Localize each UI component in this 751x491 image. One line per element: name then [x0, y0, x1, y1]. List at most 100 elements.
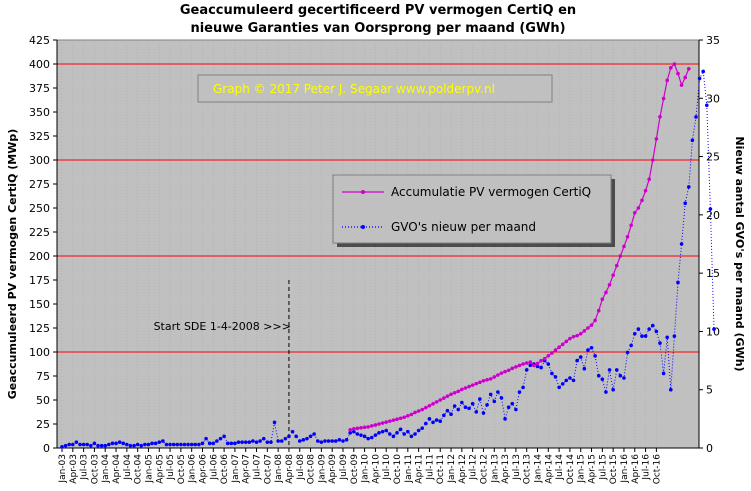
gvo-data-point [474, 410, 479, 414]
gvo-data-point [71, 442, 75, 447]
accumulation-data-point [614, 263, 619, 268]
left-tick-label: 50 [36, 394, 50, 407]
accumulation-data-point [499, 371, 504, 375]
gvo-data-point [236, 440, 241, 444]
x-tick-label: Oct-13 [523, 454, 533, 484]
gvo-data-point [182, 442, 187, 447]
right-tick-label: 25 [706, 151, 720, 164]
gvo-data-point [369, 435, 374, 440]
sde-annotation: Start SDE 1-4-2008 >>> [154, 280, 291, 448]
left-tick-label: 375 [29, 82, 50, 95]
accumulation-data-point [510, 366, 515, 371]
gvo-data-point [78, 442, 82, 447]
accumulation-data-point [586, 326, 590, 330]
x-tick-label: Oct-10 [393, 454, 403, 485]
accumulation-data-point [456, 389, 461, 394]
left-tick-label: 250 [29, 202, 50, 215]
gvo-data-point [143, 442, 147, 447]
gvo-data-point [168, 442, 172, 447]
accumulation-data-point [449, 392, 453, 397]
accumulation-data-point [470, 383, 475, 387]
accumulation-data-point [521, 362, 525, 366]
gvo-data-point [424, 421, 428, 426]
legend-label: GVO's nieuw per maand [391, 220, 536, 234]
gvo-data-point [409, 434, 414, 439]
x-tick-label: Oct-12 [479, 454, 489, 484]
gvo-data-point [564, 378, 569, 383]
x-tick-label: Oct-14 [566, 454, 576, 485]
gvo-data-point [384, 428, 389, 433]
gvo-data-point [510, 401, 515, 406]
x-tick-label: Apr-13 [501, 454, 511, 484]
x-tick-label: Apr-16 [631, 454, 641, 484]
accumulation-data-point [427, 403, 432, 408]
gvo-data-point [452, 404, 457, 408]
gvo-data-point [89, 443, 93, 448]
x-tick-label: Jul-09 [339, 454, 349, 481]
gvo-data-point [661, 371, 666, 376]
gvo-data-point [279, 439, 284, 443]
accumulation-data-point [654, 137, 659, 141]
gvo-data-point [312, 432, 316, 436]
x-tick-label: Jan-12 [447, 454, 457, 484]
accumulation-data-point [611, 273, 615, 278]
gvo-data-point [665, 335, 669, 340]
accumulation-data-point [434, 400, 439, 404]
gvo-data-point [640, 334, 644, 338]
accumulation-data-point [424, 405, 428, 410]
gvo-data-point [672, 334, 677, 338]
gvo-data-point [650, 323, 655, 328]
x-tick-label: Oct-04 [134, 454, 144, 485]
gvo-data-point [179, 442, 183, 447]
accumulation-data-point [514, 365, 518, 369]
gvo-data-point [344, 438, 349, 442]
accumulation-data-point [388, 419, 392, 423]
gvo-data-point [348, 431, 352, 435]
x-tick-label: Jul-04 [123, 454, 133, 481]
gvo-data-point [470, 401, 475, 406]
gvo-data-point [712, 327, 716, 331]
left-tick-label: 425 [29, 34, 50, 47]
accumulation-data-point [362, 425, 367, 430]
accumulation-data-point [539, 358, 543, 363]
accumulation-data-point [528, 360, 533, 364]
gvo-data-point [60, 445, 64, 449]
accumulation-data-point [351, 427, 356, 431]
x-tick-label: Apr-06 [198, 454, 208, 484]
left-tick-label: 275 [29, 178, 50, 191]
gvo-data-point [153, 441, 158, 446]
accumulation-data-point [485, 378, 489, 382]
accumulation-data-point [395, 417, 399, 422]
right-axis-label: Nieuw aantal GVO's per maand (GWh) [733, 136, 746, 371]
gvo-data-point [110, 441, 115, 446]
accumulation-data-point [369, 424, 374, 428]
x-tick-label: Oct-05 [177, 454, 187, 484]
gvo-data-point [668, 387, 673, 392]
gvo-data-point [420, 426, 425, 430]
credit-text: Graph © 2017 Peter J. Segaar www.polderp… [213, 82, 495, 96]
accumulation-data-point [506, 368, 511, 373]
x-tick-label: Jan-08 [274, 454, 284, 484]
gvo-data-point [679, 242, 684, 246]
x-tick-label: Jul-15 [598, 454, 608, 481]
x-tick-label: Oct-06 [220, 454, 230, 485]
gvo-data-point [355, 432, 360, 436]
accumulation-data-point [391, 418, 396, 422]
gvo-data-point [67, 442, 72, 447]
accumulation-data-point [377, 422, 381, 426]
accumulation-data-point [640, 198, 644, 203]
x-tick-label: Jul-12 [469, 454, 479, 481]
accumulation-data-point [384, 420, 389, 424]
gvo-data-point [366, 436, 370, 441]
x-tick-label: Apr-04 [112, 454, 122, 484]
gvo-data-point [514, 407, 518, 412]
gvo-data-point [175, 442, 180, 447]
right-tick-label: 5 [706, 384, 713, 397]
gvo-data-point [222, 434, 226, 439]
accumulation-data-point [406, 414, 410, 418]
x-tick-label: Jul-08 [296, 454, 306, 481]
accumulation-data-point [632, 211, 637, 215]
gvo-data-point [629, 343, 633, 348]
accumulation-data-point [481, 379, 486, 383]
